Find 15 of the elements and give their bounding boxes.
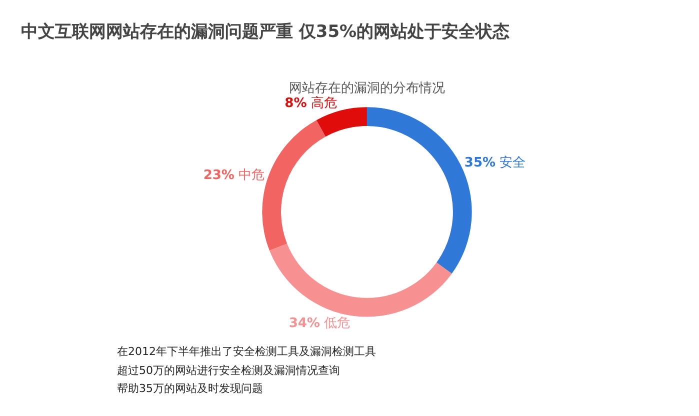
data-label: 34% [288, 316, 320, 331]
donut-slice [316, 107, 367, 137]
data-label: 8% [284, 96, 307, 111]
data-label: 35% [464, 156, 496, 171]
slice-label: 低危 [324, 316, 350, 331]
donut-slice [269, 244, 452, 317]
slice-label: 高危 [310, 96, 337, 111]
slice-label: 安全 [500, 156, 526, 171]
chart-title: 中文互联网网站存在的漏洞问题严重 仅35%的网站处于安全状态 [20, 22, 510, 42]
data-label: 23% [203, 168, 234, 184]
slice-label: 中危 [238, 168, 265, 184]
text: 在2012年下半年推出了安全检测工具及漏洞检测工具 [117, 345, 376, 358]
chart-subtitle: 网站存在的漏洞的分布情况 [289, 81, 445, 96]
text: 超过50万的网站进行安全检测及漏洞情况查询 [117, 364, 340, 377]
text: 帮助35万的网站及时发现问题 [117, 382, 263, 395]
